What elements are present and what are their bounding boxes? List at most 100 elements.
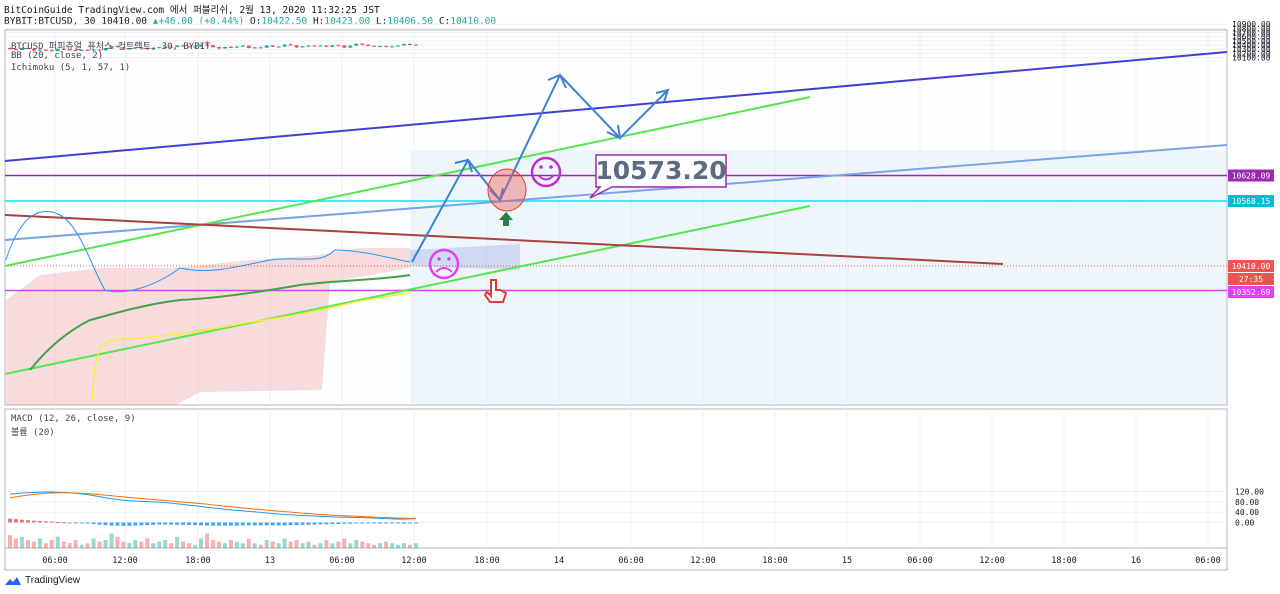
time-tick-label: 13 <box>265 556 275 566</box>
macd-histogram-bar <box>133 522 138 526</box>
volume-bar <box>169 543 174 548</box>
candle-down <box>8 47 12 50</box>
macd-histogram-bar <box>246 522 251 526</box>
volume-bar <box>258 544 263 548</box>
legend-macd[interactable]: MACD (12, 26, close, 9) <box>11 414 136 424</box>
signal-line <box>9 492 416 519</box>
time-tick-label: 12:00 <box>979 556 1005 566</box>
price-tick-label: 10800.00 <box>1232 24 1271 33</box>
macd-histogram-bar <box>25 520 30 523</box>
volume-bar <box>312 544 317 548</box>
candle-down <box>372 45 377 47</box>
legend-bb[interactable]: BB (20, close, 2) <box>11 51 104 61</box>
candle-up <box>234 46 239 48</box>
candle-up <box>193 46 198 48</box>
volume-bar <box>348 543 353 548</box>
last-price: 10410.00 <box>101 16 148 27</box>
candle-down <box>67 49 72 51</box>
macd-histogram-bar <box>127 522 132 526</box>
macd-histogram-bar <box>228 522 233 526</box>
time-tick-label: 12:00 <box>112 556 138 566</box>
candle-up <box>354 43 359 46</box>
volume-bar <box>49 540 54 548</box>
macd-histogram-bar <box>324 522 329 525</box>
volume-bar <box>61 541 66 548</box>
candle-up <box>133 47 138 49</box>
candle-up <box>222 46 227 49</box>
volume-bar <box>133 540 138 548</box>
macd-histogram-bar <box>19 519 24 523</box>
time-tick-label: 06:00 <box>42 556 68 566</box>
volume-bar <box>270 541 275 548</box>
volume-bar <box>318 543 323 548</box>
tradingview-brand[interactable]: TradingView <box>4 575 80 586</box>
volume-bar <box>19 536 24 548</box>
macd-histogram-bar <box>216 522 221 526</box>
macd-histogram-bar <box>8 518 12 523</box>
arrow-head <box>606 124 622 140</box>
price-badge <box>1228 169 1274 182</box>
price-badge <box>1228 260 1274 272</box>
volume-bar <box>246 538 251 548</box>
volume-bar <box>330 543 335 548</box>
annotation-price: 10573.20 <box>595 156 726 185</box>
legend-symbol[interactable]: BTCUSD 퍼피츄얼 퓨처스 컨트랙트, 30, BYBIT <box>11 42 211 52</box>
macd-histogram-bar <box>366 522 371 524</box>
volume-bar <box>115 536 120 548</box>
volume-bar <box>336 541 341 548</box>
volume-bar <box>121 541 126 548</box>
candle-down <box>324 45 329 47</box>
macd-histogram-bar <box>413 522 418 524</box>
volume-bar <box>91 538 96 548</box>
candle-down <box>115 46 120 48</box>
candle-down <box>61 48 66 50</box>
volume-bar <box>396 544 401 548</box>
macd-histogram-bar <box>258 522 263 526</box>
publish-info: BitCoinGuide TradingView.com 에서 퍼블리쉬, 2월… <box>4 5 380 16</box>
volume-bar <box>300 543 305 548</box>
macd-histogram-bar <box>187 522 192 526</box>
macd-tick-label: 0.00 <box>1235 519 1254 528</box>
macd-histogram-bar <box>318 522 323 525</box>
volume-bar <box>73 540 78 548</box>
legend-volume[interactable]: 볼륨 (20) <box>11 428 55 438</box>
macd-histogram-bar <box>175 522 180 525</box>
candle-down <box>43 49 48 51</box>
volume-bar <box>282 538 287 548</box>
time-tick-label: 06:00 <box>1195 556 1221 566</box>
green-channel-lower <box>4 205 811 375</box>
ichimoku-conversion-line <box>91 292 411 401</box>
volume-bar <box>97 541 102 548</box>
arrow-head <box>454 158 473 173</box>
candle-up <box>37 49 42 51</box>
candle-down <box>169 46 174 48</box>
time-tick-label: 14 <box>554 556 564 566</box>
macd-histogram-bar <box>13 519 18 523</box>
macd-histogram-bar <box>210 522 215 526</box>
legend-ichimoku[interactable]: Ichimoku (5, 1, 57, 1) <box>11 63 131 73</box>
macd-histogram-bar <box>252 522 257 526</box>
macd-histogram-bar <box>37 520 42 523</box>
candle-down <box>145 47 150 50</box>
candle-up <box>413 44 418 46</box>
high-value: 10423.00 <box>324 16 371 27</box>
price-badge <box>1228 273 1274 285</box>
macd-histogram-bar <box>181 522 186 525</box>
volume-bar <box>228 540 233 548</box>
time-tick-label: 16 <box>1131 556 1141 566</box>
volume-bar <box>264 540 269 548</box>
price-tick-label: 10200.00 <box>1232 49 1271 58</box>
macd-histogram-bar <box>139 522 144 526</box>
macd-histogram-bar <box>270 522 275 526</box>
volume-bar <box>402 543 407 548</box>
macd-pane <box>4 408 1228 549</box>
volume-bar <box>390 543 395 548</box>
volume-bar <box>43 543 48 548</box>
time-tick-label: 06:00 <box>907 556 933 566</box>
price-tick-label: 10600.00 <box>1232 33 1271 42</box>
candle-up <box>151 47 156 50</box>
macd-histogram-bar <box>300 522 305 525</box>
candle-down <box>49 50 54 52</box>
candle-up <box>282 44 287 47</box>
